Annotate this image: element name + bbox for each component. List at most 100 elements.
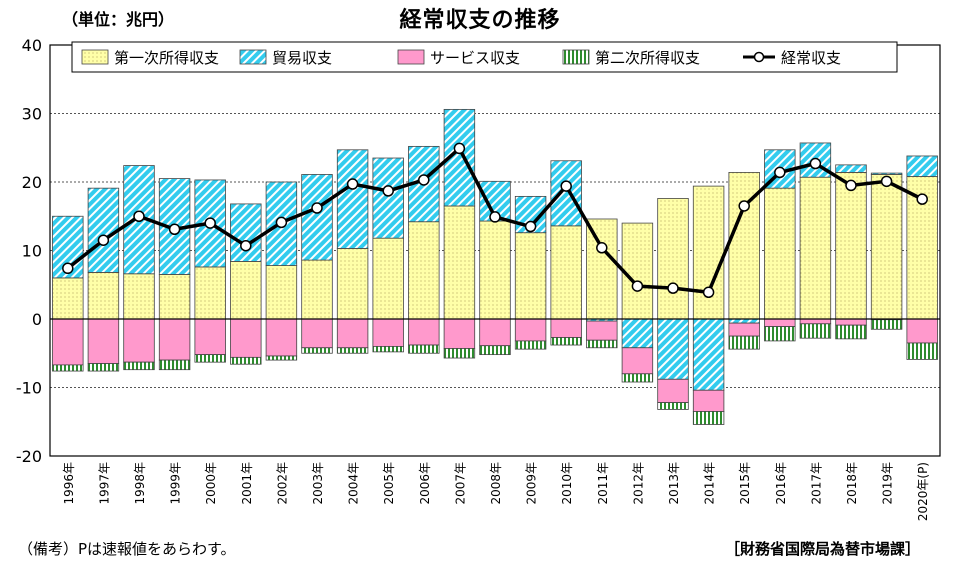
bar-segment-secondary_income [230, 356, 262, 365]
bar-segment-services [514, 318, 547, 342]
bar-segment-services [835, 318, 867, 326]
legend-swatch-primary_income [81, 49, 109, 65]
bar-segment-primary_income [835, 172, 867, 320]
bar-segment-services [550, 318, 582, 338]
bar-segment-services [194, 318, 226, 356]
bar-segment-services [87, 318, 120, 364]
bar-segment-secondary_income [194, 354, 226, 363]
bar-segment-secondary_income [443, 348, 476, 359]
x-tick-label: 2001年 [240, 462, 254, 505]
x-tick-label: 2002年 [275, 462, 289, 505]
legend-swatch-secondary_income [562, 49, 590, 65]
bar-segment-secondary_income [906, 342, 938, 360]
x-tick-label: 2013年 [667, 462, 681, 505]
bar-segment-secondary_income [550, 337, 582, 346]
legend-swatch-services [397, 49, 425, 65]
bar-segment-services [336, 318, 369, 349]
legend-label: 第一次所得収支 [114, 49, 219, 67]
current-account-point [524, 220, 537, 233]
bar-segment-secondary_income [835, 324, 867, 340]
current-account-point [382, 185, 394, 197]
bar-segment-primary_income [372, 237, 404, 320]
x-tick-label: 1996年 [62, 462, 76, 505]
x-tick-label: 2019年 [881, 462, 895, 505]
y-tick-label: -10 [16, 379, 42, 398]
current-account-point [702, 286, 715, 299]
bar-segment-primary_income [550, 225, 582, 320]
current-account-point [346, 178, 359, 190]
x-tick-label: 1998年 [133, 462, 147, 505]
legend-label: 経常収支 [781, 49, 841, 67]
bar-segment-trade [657, 318, 689, 380]
bar-segment-primary_income [870, 174, 903, 320]
current-account-point [880, 175, 893, 188]
bar-segment-secondary_income [479, 345, 511, 356]
bar-layer [52, 108, 938, 425]
current-account-point [418, 174, 430, 186]
bar-segment-primary_income [621, 222, 654, 320]
current-account-point [62, 262, 74, 275]
axes: -20 -10 0 10 20 30 40 1996年 1997年 1998年 1999年 2000年… [16, 36, 941, 521]
bar-segment-services [52, 318, 84, 366]
bar-segment-primary_income [514, 232, 547, 320]
x-tick-label: 2015年 [738, 462, 752, 505]
bar-segment-services [692, 389, 725, 412]
current-account-line-layer [62, 142, 928, 299]
x-tick-label: 2004年 [347, 462, 361, 505]
bar-segment-secondary_income [764, 326, 796, 342]
x-tick-label: 2003年 [311, 462, 325, 505]
bar-segment-secondary_income [87, 363, 120, 372]
legend-swatch-trade [239, 49, 267, 65]
current-account-point [489, 211, 501, 223]
current-account-point [631, 280, 644, 292]
current-account-point [667, 282, 679, 294]
source-label: ［財務省国際局為替市場課］ [724, 540, 920, 558]
bar-segment-secondary_income [265, 355, 298, 361]
bar-segment-services [586, 320, 618, 341]
x-tick-label: 1999年 [169, 462, 183, 505]
bar-segment-services [657, 378, 689, 403]
bar-segment-services [123, 318, 155, 363]
bar-segment-primary_income [479, 220, 511, 320]
bar-segment-trade [870, 172, 903, 175]
y-tick-label: -20 [16, 447, 42, 466]
current-account-point [240, 239, 252, 252]
bar-segment-trade [230, 203, 262, 262]
bar-segment-primary_income [123, 273, 155, 320]
bar-segment-secondary_income [372, 345, 404, 353]
bar-segment-services [301, 318, 333, 349]
legend-line-marker [753, 51, 765, 63]
x-tick-label: 2000年 [204, 462, 218, 505]
bar-segment-secondary_income [408, 344, 440, 354]
bar-segment-secondary_income [123, 361, 155, 371]
x-tick-label: 2007年 [453, 462, 467, 505]
legend-label: サービス収支 [430, 49, 520, 67]
bar-segment-trade [728, 318, 760, 324]
bar-segment-trade [87, 187, 120, 273]
y-tick-label: 40 [22, 36, 42, 55]
bar-segment-services [906, 318, 938, 344]
bar-segment-services [158, 318, 191, 361]
current-account-point [275, 216, 288, 229]
bar-segment-primary_income [230, 261, 262, 320]
legend: 第一次所得収支 貿易収支 サービス収支 第二次所得収支 経常収支 [71, 41, 898, 73]
bar-segment-primary_income [301, 259, 333, 320]
bar-segment-trade [835, 164, 867, 173]
current-account-point [738, 200, 750, 212]
x-tick-label: 2020年(P) [916, 462, 930, 521]
bar-segment-primary_income [194, 266, 226, 320]
current-account-point [596, 242, 608, 254]
bar-segment-services [443, 318, 476, 349]
bar-segment-secondary_income [301, 347, 333, 354]
bar-segment-secondary_income [799, 323, 832, 339]
bar-segment-secondary_income [870, 319, 903, 330]
bar-segment-services [372, 318, 404, 347]
x-tick-label: 2005年 [382, 462, 396, 505]
x-tick-label: 2008年 [489, 462, 503, 505]
current-account-point [774, 166, 786, 179]
bar-segment-services [408, 318, 440, 346]
bar-segment-primary_income [336, 248, 369, 320]
x-tick-label: 2009年 [525, 462, 539, 505]
bar-segment-services [728, 322, 760, 337]
